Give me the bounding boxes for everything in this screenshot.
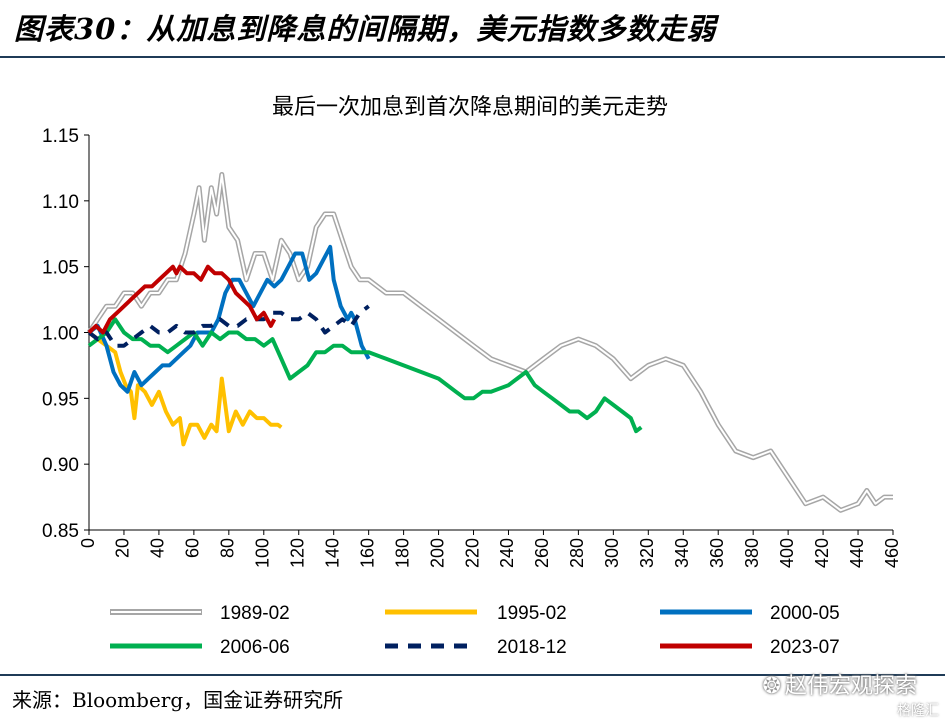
x-tick-label: 280 — [567, 538, 587, 568]
x-tick-label: 320 — [637, 538, 657, 568]
x-tick-label: 160 — [357, 538, 377, 568]
x-tick-label: 120 — [287, 538, 307, 568]
figure-title: 图表30：从加息到降息的间隔期，美元指数多数走弱 — [14, 12, 717, 46]
y-tick-label: 0.90 — [42, 455, 79, 476]
x-tick-label: 0 — [78, 538, 98, 548]
x-tick-label: 440 — [847, 538, 867, 568]
y-tick-label: 0.95 — [42, 389, 79, 410]
x-tick-label: 240 — [497, 538, 517, 568]
series-2018-12-line — [87, 304, 370, 348]
line-chart: 最后一次加息到首次降息期间的美元走势 0.85 0.90 0.95 1.00 1.05 1… — [42, 95, 902, 658]
x-tick-label: 80 — [218, 538, 238, 558]
legend-1995-02-label: 1995-02 — [497, 603, 567, 624]
y-tick-label: 0.85 — [42, 521, 79, 542]
x-tick-label: 180 — [392, 538, 412, 568]
bottom-rule — [0, 674, 945, 676]
y-tick-label: 1.10 — [42, 192, 79, 213]
x-tick-label: 460 — [882, 538, 902, 568]
y-tick-label: 1.05 — [42, 258, 79, 279]
x-tick-label: 360 — [707, 538, 727, 568]
top-rule — [0, 56, 945, 58]
watermark-secondary: 格隆汇 — [897, 703, 939, 719]
axes: 0.85 0.90 0.95 1.00 1.05 1.10 1.15 0 20 40 60 80 100… — [42, 126, 902, 568]
x-tick-label: 260 — [532, 538, 552, 568]
x-tick-label: 60 — [183, 538, 203, 558]
x-tick-label: 300 — [602, 538, 622, 568]
x-tick-label: 20 — [113, 538, 133, 558]
legend-2023-07-label: 2023-07 — [770, 637, 840, 658]
series-2000-05-line — [87, 244, 371, 394]
legend-2000-05-label: 2000-05 — [770, 603, 840, 624]
legend-2006-06-label: 2006-06 — [220, 637, 290, 658]
chart-title: 最后一次加息到首次降息期间的美元走势 — [272, 95, 668, 120]
series-group — [86, 172, 893, 513]
legend-2018-12-label: 2018-12 — [497, 637, 567, 658]
watermark: ❂ 赵伟宏观探索 — [763, 668, 917, 700]
legend-1989-02-label: 1989-02 — [220, 603, 290, 624]
watermark-text: 赵伟宏观探索 — [784, 674, 917, 699]
series-1989-02-outline — [86, 172, 893, 513]
series-2006-06-line — [87, 317, 643, 434]
x-tick-label: 400 — [777, 538, 797, 568]
y-tick-label: 1.00 — [42, 324, 79, 345]
source-note: 来源：Bloomberg，国金证券研究所 — [12, 688, 344, 712]
x-tick-label: 40 — [148, 538, 168, 558]
series-1989-02-inner — [88, 173, 893, 512]
series-2023-07-line — [87, 264, 277, 335]
legend: 1989-02 1995-02 2000-05 2006-06 2018-12 2023-… — [110, 603, 840, 658]
x-tick-label: 340 — [672, 538, 692, 568]
x-tick-label: 380 — [742, 538, 762, 568]
series-1995-02-line — [87, 330, 283, 447]
x-tick-label: 100 — [253, 538, 273, 568]
x-tick-label: 200 — [427, 538, 447, 568]
x-tick-label: 140 — [322, 538, 342, 568]
y-tick-label: 1.15 — [42, 126, 79, 147]
wechat-icon: ❂ — [762, 674, 781, 699]
x-tick-label: 420 — [812, 538, 832, 568]
x-tick-label: 220 — [462, 538, 482, 568]
